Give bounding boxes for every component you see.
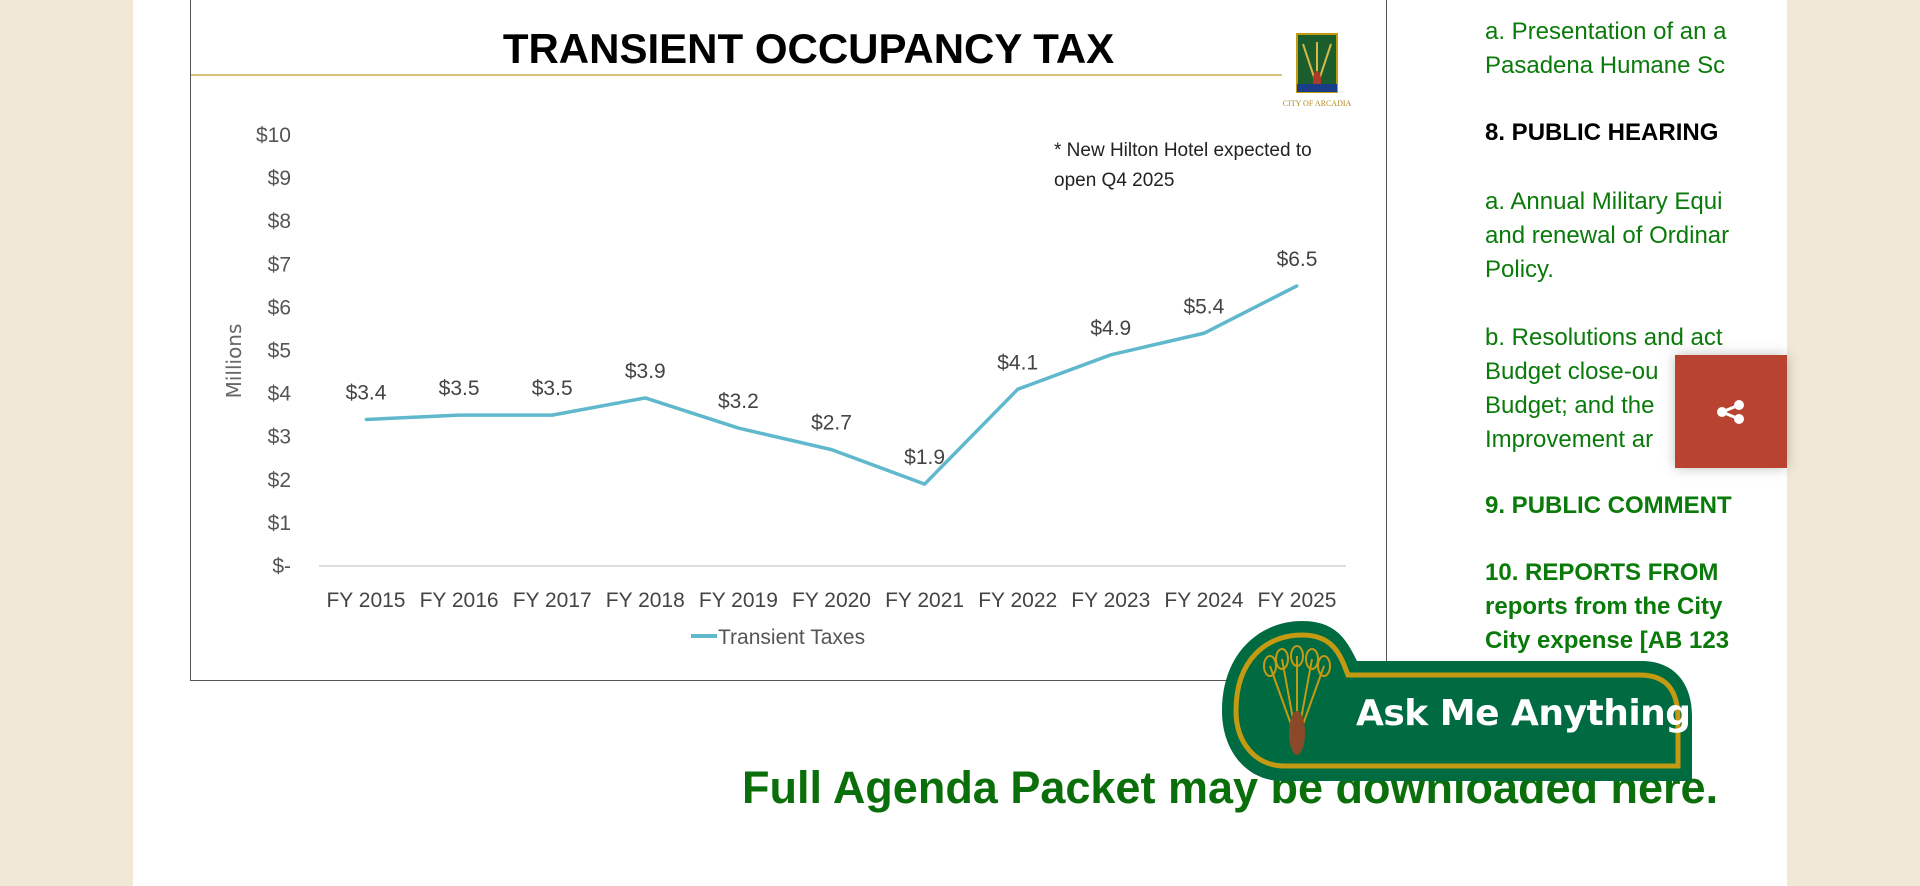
data-label: $1.9 — [904, 446, 945, 469]
data-label: $4.9 — [1090, 317, 1131, 340]
data-label: $3.2 — [718, 390, 759, 413]
agenda-item-10: reports from the City — [1485, 593, 1723, 620]
data-point — [364, 417, 368, 421]
x-tick-label: FY 2016 — [420, 589, 499, 612]
y-tick-label: $9 — [268, 167, 291, 190]
data-point — [550, 413, 554, 417]
y-axis-label: Millions — [222, 324, 246, 399]
chart-annotation: open Q4 2025 — [1054, 170, 1174, 191]
tot-chart: TRANSIENT OCCUPANCY TAX CITY OF ARCADIA $-… — [191, 25, 1352, 649]
share-icon — [1717, 399, 1744, 424]
agenda-item-8b-cont3[interactable]: Improvement ar — [1485, 426, 1654, 453]
data-point — [736, 426, 740, 430]
data-label: $4.1 — [997, 351, 1038, 374]
agenda-item-8b-cont2[interactable]: Budget; and the — [1485, 392, 1655, 419]
y-tick-label: $7 — [268, 253, 291, 276]
data-point — [643, 396, 647, 400]
x-tick-label: FY 2017 — [513, 589, 592, 612]
data-point — [457, 413, 461, 417]
x-tick-label: FY 2019 — [699, 589, 778, 612]
ask-me-anything-button[interactable]: Ask Me Anything — [1222, 621, 1692, 781]
data-point — [1109, 353, 1113, 357]
chart-title: TRANSIENT OCCUPANCY TAX — [503, 25, 1114, 72]
y-tick-label: $4 — [268, 383, 292, 406]
city-logo-base — [1297, 84, 1337, 92]
data-point — [923, 482, 927, 486]
agenda-item-10-cont: City expense [AB 123 — [1485, 627, 1730, 654]
legend-label: Transient Taxes — [718, 626, 865, 649]
share-button[interactable] — [1675, 355, 1787, 468]
y-tick-label: $2 — [268, 469, 291, 492]
data-label: $2.7 — [811, 412, 852, 435]
data-label: $5.4 — [1183, 295, 1224, 318]
y-tick-label: $10 — [256, 124, 291, 147]
data-label: $3.5 — [532, 377, 573, 400]
ask-me-anything-label: Ask Me Anything — [1356, 693, 1691, 734]
x-tick-label: FY 2021 — [885, 589, 964, 612]
agenda-item-8b[interactable]: b. Resolutions and act — [1485, 324, 1723, 351]
x-tick-label: FY 2015 — [326, 589, 405, 612]
x-tick-label: FY 2025 — [1257, 589, 1336, 612]
x-tick-label: FY 2020 — [792, 589, 871, 612]
x-tick-label: FY 2022 — [978, 589, 1057, 612]
agenda-item-7a[interactable]: a. Presentation of an a — [1485, 18, 1727, 45]
data-label: $3.9 — [625, 360, 666, 383]
data-label: $3.5 — [439, 377, 480, 400]
chart-image: TRANSIENT OCCUPANCY TAX CITY OF ARCADIA $-… — [190, 0, 1387, 681]
y-tick-label: $3 — [268, 426, 291, 449]
agenda-item-8a-cont2[interactable]: Policy. — [1485, 256, 1554, 283]
data-label: $6.5 — [1277, 248, 1318, 271]
data-point — [1202, 331, 1206, 335]
ask-me-anything-badge — [1222, 621, 1692, 781]
x-tick-label: FY 2023 — [1071, 589, 1150, 612]
data-point — [830, 448, 833, 452]
data-point — [1295, 284, 1299, 288]
data-label: $3.4 — [346, 381, 387, 404]
city-logo-text: CITY OF ARCADIA — [1283, 99, 1352, 108]
agenda-heading-10: 10. REPORTS FROM — [1485, 559, 1719, 586]
y-tick-label: $6 — [268, 296, 291, 319]
agenda-item-8a[interactable]: a. Annual Military Equi — [1485, 188, 1723, 215]
y-tick-label: $8 — [268, 210, 291, 233]
y-tick-label: $1 — [268, 512, 291, 535]
y-tick-label: $5 — [268, 340, 291, 363]
x-tick-label: FY 2024 — [1164, 589, 1243, 612]
chart-annotation: * New Hilton Hotel expected to — [1054, 140, 1312, 161]
data-point — [1016, 387, 1020, 391]
agenda-heading-9: 9. PUBLIC COMMENT — [1485, 492, 1732, 519]
agenda-item-8b-cont[interactable]: Budget close-ou — [1485, 358, 1659, 385]
peacock-icon — [1263, 645, 1331, 742]
x-tick-label: FY 2018 — [606, 589, 685, 612]
agenda-item-7a-cont[interactable]: Pasadena Humane Sc — [1485, 52, 1726, 79]
agenda-item-8a-cont[interactable]: and renewal of Ordinar — [1485, 222, 1730, 249]
agenda-heading-8: 8. PUBLIC HEARING — [1485, 119, 1719, 146]
y-tick-label: $- — [272, 555, 291, 578]
series-line-transient-taxes — [365, 284, 1298, 486]
